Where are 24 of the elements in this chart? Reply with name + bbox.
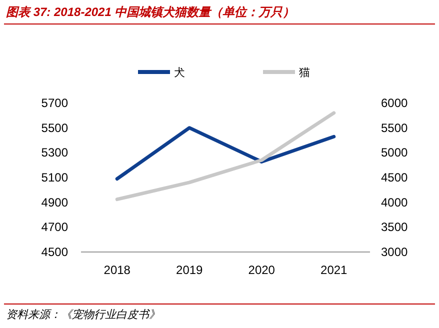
y-tick-label: 4900 [41, 195, 68, 210]
chart-title: 图表 37: 2018-2021 中国城镇犬猫数量（单位：万只） [6, 5, 295, 19]
y-tick-label: 4700 [41, 220, 68, 234]
legend-label: 猫 [299, 67, 310, 79]
y-tick-label: 5100 [41, 170, 68, 184]
y2-tick-label: 3000 [381, 245, 408, 259]
y-tick-label: 4500 [41, 245, 68, 259]
y-tick-label: 5500 [41, 120, 68, 135]
y-tick-label: 5700 [41, 96, 68, 110]
y2-tick-label: 4000 [381, 195, 408, 210]
x-tick-label: 2019 [176, 263, 204, 277]
line-series [115, 126, 336, 181]
y2-tick-label: 6000 [381, 96, 408, 110]
x-tick-label: 2020 [248, 263, 276, 277]
y2-tick-label: 5500 [381, 120, 408, 135]
x-tick-label: 2018 [104, 263, 131, 277]
line-series [115, 111, 336, 202]
text: 资料来源：《宠物行业白皮书》 [6, 308, 160, 321]
y2-tick-label: 4500 [381, 170, 408, 184]
y2-tick-label: 3500 [381, 220, 408, 234]
legend-label: 犬 [174, 66, 185, 79]
y2-tick-label: 5000 [381, 146, 408, 160]
y-tick-label: 5300 [41, 146, 68, 160]
x-tick-label: 2021 [320, 263, 348, 277]
